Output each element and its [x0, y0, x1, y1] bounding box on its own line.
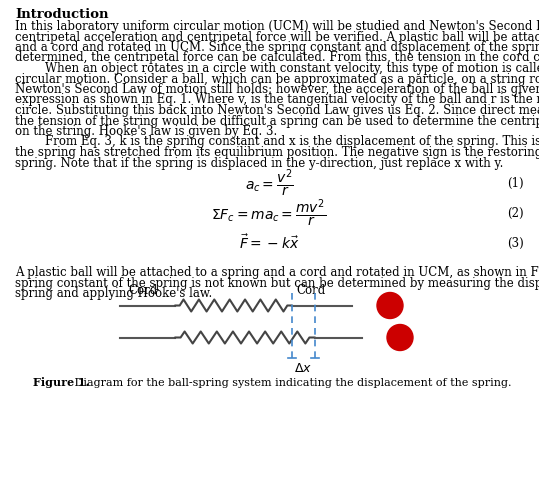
Text: (2): (2) — [507, 207, 524, 220]
Text: on the string. Hooke's law is given by Eq. 3.: on the string. Hooke's law is given by E… — [15, 125, 277, 138]
Text: expression as shown in Eq. 1. Where v, is the tangential velocity of the ball an: expression as shown in Eq. 1. Where v, i… — [15, 93, 539, 106]
Text: spring and applying Hooke's law.: spring and applying Hooke's law. — [15, 287, 212, 300]
Text: determined, the centripetal force can be calculated. From this, the tension in t: determined, the centripetal force can be… — [15, 51, 539, 64]
Text: $a_c = \dfrac{v^2}{r}$: $a_c = \dfrac{v^2}{r}$ — [245, 167, 293, 199]
Text: Cord: Cord — [128, 285, 157, 298]
Circle shape — [387, 324, 413, 350]
Text: A plastic ball will be attached to a spring and a cord and rotated in UCM, as sh: A plastic ball will be attached to a spr… — [15, 266, 539, 279]
Text: In this laboratory uniform circular motion (UCM) will be studied and Newton's Se: In this laboratory uniform circular moti… — [15, 20, 539, 33]
Text: $\Sigma F_c = ma_c = \dfrac{mv^2}{r}$: $\Sigma F_c = ma_c = \dfrac{mv^2}{r}$ — [211, 197, 327, 229]
Text: circular motion. Consider a ball, which can be approximated as a particle, on a : circular motion. Consider a ball, which … — [15, 73, 539, 86]
Text: spring constant of the spring is not known but can be determined by measuring th: spring constant of the spring is not kno… — [15, 276, 539, 289]
Text: Newton's Second Law of motion still holds; however, the acceleration of the ball: Newton's Second Law of motion still hold… — [15, 83, 539, 96]
Text: and a cord and rotated in UCM. Since the spring constant and displacement of the: and a cord and rotated in UCM. Since the… — [15, 41, 539, 54]
Text: circle. Substituting this back into Newton's Second Law gives us Eq. 2. Since di: circle. Substituting this back into Newt… — [15, 104, 539, 117]
Text: the spring has stretched from its equilibrium position. The negative sign is the: the spring has stretched from its equili… — [15, 146, 539, 159]
Text: (3): (3) — [507, 237, 524, 249]
Text: spring. Note that if the spring is displaced in the y-direction, just replace x : spring. Note that if the spring is displ… — [15, 156, 503, 169]
Text: the tension of the string would be difficult a spring can be used to determine t: the tension of the string would be diffi… — [15, 115, 539, 127]
Text: When an object rotates in a circle with constant velocity, this type of motion i: When an object rotates in a circle with … — [15, 62, 539, 75]
Text: Introduction: Introduction — [15, 8, 108, 21]
Text: (1): (1) — [507, 177, 524, 190]
Text: centripetal acceleration and centripetal force will be verified. A plastic ball : centripetal acceleration and centripetal… — [15, 30, 539, 44]
Text: $\Delta x$: $\Delta x$ — [294, 362, 313, 375]
Text: Diagram for the ball-spring system indicating the displacement of the spring.: Diagram for the ball-spring system indic… — [71, 378, 512, 388]
Text: $\vec{F} = -k\vec{x}$: $\vec{F} = -k\vec{x}$ — [239, 234, 299, 252]
Circle shape — [377, 292, 403, 318]
Text: From Eq. 3, k is the spring constant and x is the displacement of the spring. Th: From Eq. 3, k is the spring constant and… — [15, 136, 539, 149]
Text: Figure 1.: Figure 1. — [33, 378, 89, 389]
Text: Cord: Cord — [296, 285, 325, 298]
